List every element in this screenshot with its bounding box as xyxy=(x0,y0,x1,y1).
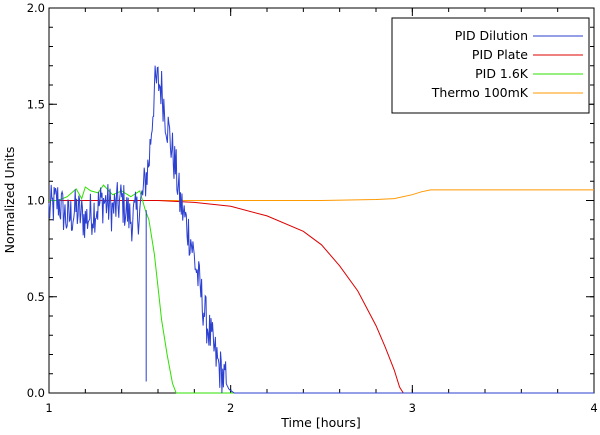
y-tick-label: 1.0 xyxy=(27,194,45,208)
x-tick-label: 1 xyxy=(45,401,52,415)
y-tick-label: 1.5 xyxy=(27,97,45,111)
legend-label: PID Plate xyxy=(472,47,528,62)
y-tick-label: 0.5 xyxy=(27,290,45,304)
x-tick-label: 4 xyxy=(590,401,597,415)
x-axis-title: Time [hours] xyxy=(280,415,360,430)
series-group xyxy=(48,65,594,394)
series-line-1 xyxy=(49,200,594,394)
legend-label: PID Dilution xyxy=(455,28,528,43)
x-tick-label: 3 xyxy=(409,401,416,415)
y-axis-title: Normalized Units xyxy=(2,147,17,254)
legend-label: Thermo 100mK xyxy=(431,85,529,100)
series-line-2 xyxy=(49,184,594,394)
x-tick-label: 2 xyxy=(227,401,234,415)
y-tick-label: 0.0 xyxy=(27,386,45,400)
series-line-3 xyxy=(49,189,594,201)
legend-label: PID 1.6K xyxy=(475,66,529,81)
tick-labels: 1 2 3 4 0.0 0.5 1.0 1.5 2.0 xyxy=(27,1,598,415)
series-line-0 xyxy=(48,65,594,394)
axis-ticks xyxy=(48,7,595,394)
y-tick-label: 2.0 xyxy=(27,1,45,15)
legend-box xyxy=(391,17,590,114)
legend: PID Dilution PID Plate PID 1.6K Thermo 100m… xyxy=(391,17,590,114)
